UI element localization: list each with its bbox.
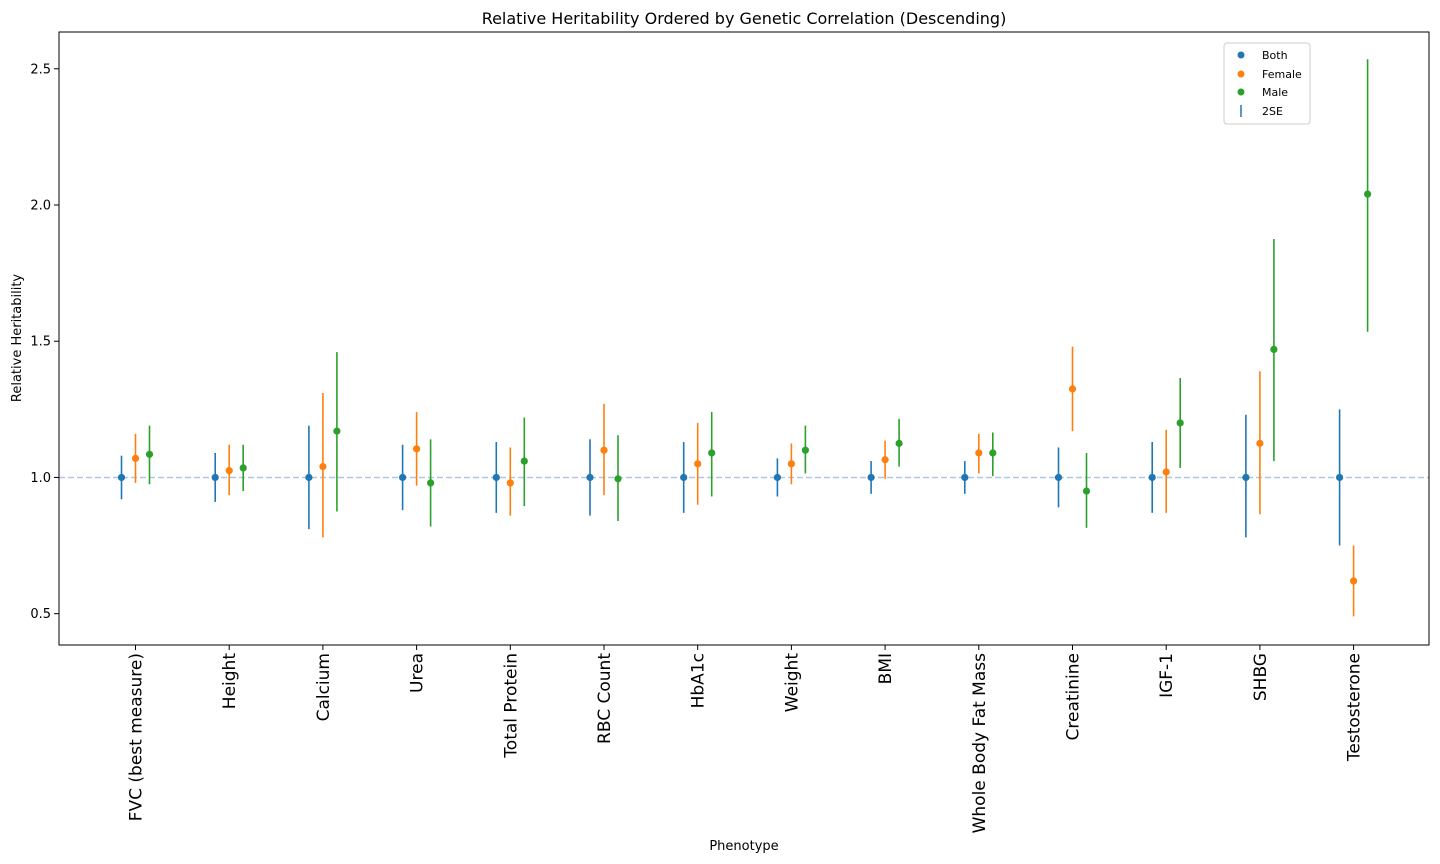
x-tick-label: FVC (best measure) bbox=[127, 653, 147, 821]
data-point-male bbox=[427, 479, 435, 487]
data-point-male bbox=[145, 450, 154, 458]
plot-frame bbox=[58, 31, 1430, 646]
data-point-male bbox=[1176, 419, 1184, 427]
data-point-both bbox=[1054, 473, 1063, 482]
legend-label-female: Female bbox=[1262, 68, 1302, 81]
data-point-both bbox=[773, 473, 782, 482]
x-tick-label: HbA1c bbox=[689, 653, 709, 708]
plot-area: 0.5 1.0 1.5 2.0 2.5 FVC (best measure) Height C… bbox=[30, 59, 1429, 833]
legend: Both Female Male 2SE bbox=[1223, 42, 1311, 125]
legend-marker-male bbox=[1237, 88, 1245, 96]
x-tick-label: Testosterone bbox=[1345, 653, 1365, 762]
data-point-both bbox=[399, 473, 407, 482]
data-point-both bbox=[492, 473, 500, 482]
data-point-male bbox=[520, 457, 528, 465]
x-tick-label: Weight bbox=[782, 653, 802, 713]
data-point-female bbox=[1256, 439, 1264, 447]
data-point-both bbox=[117, 473, 126, 482]
data-point-female bbox=[600, 446, 608, 454]
x-tick-label: Urea bbox=[408, 653, 428, 693]
x-tick-label: IGF-1 bbox=[1157, 653, 1177, 698]
y-tick-label: 1.0 bbox=[30, 471, 51, 486]
data-point-both bbox=[211, 473, 219, 482]
data-point-both bbox=[586, 473, 594, 482]
x-tick-label: Height bbox=[220, 653, 240, 710]
data-point-both bbox=[1148, 473, 1156, 482]
data-point-both bbox=[1336, 473, 1344, 482]
y-tick-label: 0.5 bbox=[30, 607, 51, 622]
data-point-both bbox=[1242, 473, 1250, 482]
y-tick-label: 2.5 bbox=[30, 62, 51, 77]
data-point-female bbox=[413, 445, 421, 453]
data-point-male bbox=[708, 449, 716, 457]
data-point-male bbox=[895, 439, 903, 447]
data-point-female bbox=[225, 467, 233, 475]
chart-title: Relative Heritability Ordered by Genetic… bbox=[482, 9, 1007, 28]
x-tick-label: Total Protein bbox=[501, 653, 521, 759]
x-tick-label: Creatinine bbox=[1064, 653, 1084, 740]
data-point-male bbox=[614, 475, 622, 483]
x-tick-label: Whole Body Fat Mass bbox=[970, 653, 990, 834]
data-point-female bbox=[506, 479, 514, 487]
data-point-female bbox=[131, 454, 140, 462]
data-point-male bbox=[333, 427, 341, 435]
data-point-male bbox=[989, 449, 997, 457]
data-point-female bbox=[1068, 385, 1077, 393]
data-point-female bbox=[694, 460, 702, 468]
legend-label-male: Male bbox=[1262, 86, 1288, 99]
x-tick-label: BMI bbox=[876, 653, 896, 684]
data-point-female bbox=[1350, 577, 1358, 585]
x-axis-title: Phenotype bbox=[709, 839, 778, 854]
data-point-female bbox=[975, 449, 983, 457]
y-axis-title: Relative Heritability bbox=[10, 274, 25, 403]
data-point-male bbox=[239, 464, 247, 472]
x-tick-label: RBC Count bbox=[595, 653, 615, 744]
legend-marker-both bbox=[1237, 51, 1245, 59]
data-point-male bbox=[1270, 345, 1278, 353]
legend-label-both: Both bbox=[1262, 49, 1288, 62]
data-point-both bbox=[305, 473, 313, 482]
data-point-both bbox=[867, 473, 875, 482]
legend-label-2se: 2SE bbox=[1262, 105, 1283, 118]
legend-box bbox=[1223, 42, 1311, 125]
data-point-female bbox=[881, 456, 889, 464]
legend-marker-female bbox=[1237, 70, 1245, 78]
data-point-male bbox=[801, 446, 810, 454]
data-point-both bbox=[680, 473, 688, 482]
y-tick-label: 2.0 bbox=[30, 199, 51, 214]
x-tick-label: SHBG bbox=[1251, 653, 1271, 701]
y-tick-label: 1.5 bbox=[30, 335, 51, 350]
data-point-both bbox=[961, 473, 969, 482]
data-point-male bbox=[1082, 487, 1091, 495]
data-point-female bbox=[319, 462, 327, 471]
data-point-female bbox=[1162, 468, 1170, 476]
data-point-male bbox=[1364, 190, 1372, 198]
data-point-female bbox=[787, 460, 796, 468]
x-tick-label: Calcium bbox=[314, 653, 334, 721]
